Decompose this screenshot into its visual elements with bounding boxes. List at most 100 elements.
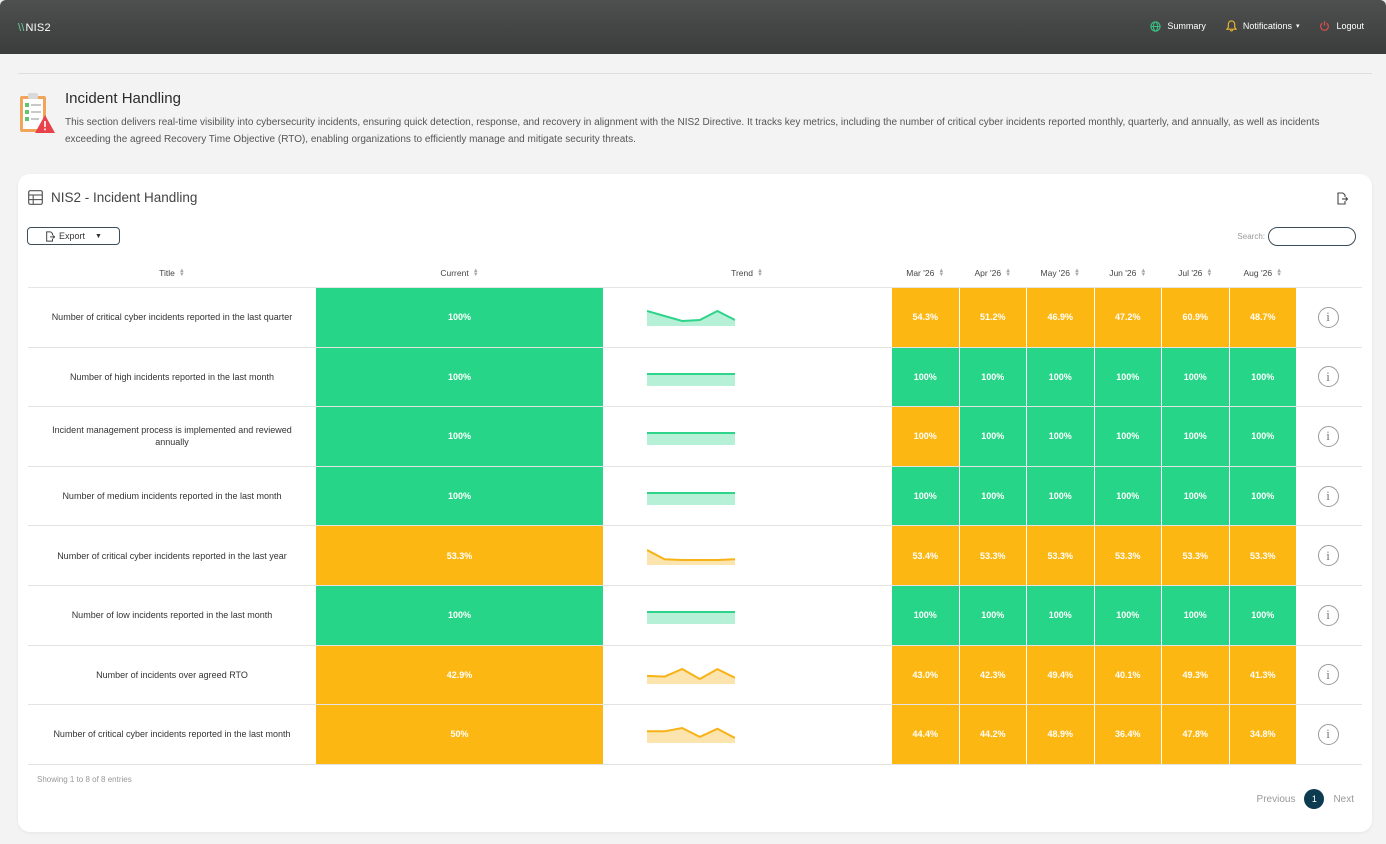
month-value: 100% xyxy=(1094,407,1161,466)
col-month-label: Aug '26 xyxy=(1243,268,1273,278)
col-current[interactable]: Current ▲ ▼ xyxy=(316,258,603,288)
trend-cell xyxy=(603,288,891,347)
month-value: 100% xyxy=(1162,347,1229,407)
trend-sparkline xyxy=(647,432,735,446)
month-value: 100% xyxy=(892,466,959,526)
month-value: 34.8% xyxy=(1229,705,1296,764)
brand-slashes: \\ xyxy=(18,22,25,34)
sort-icon: ▲ ▼ xyxy=(472,268,479,278)
next-button[interactable]: Next xyxy=(1333,793,1354,805)
info-icon[interactable]: i xyxy=(1317,664,1339,686)
info-icon[interactable]: i xyxy=(1317,366,1339,388)
trend-sparkline xyxy=(647,310,735,327)
caret-down-icon: ▼ xyxy=(95,232,102,240)
col-month[interactable]: May '26 ▲ ▼ xyxy=(1027,258,1094,288)
trend-line xyxy=(647,310,735,323)
month-value: 53.3% xyxy=(959,526,1026,585)
info-icon[interactable]: i xyxy=(1317,545,1339,567)
divider xyxy=(18,73,1372,74)
info-cell: i xyxy=(1294,586,1362,645)
info-icon[interactable]: i xyxy=(1317,306,1339,328)
table-row: Incident management process is implement… xyxy=(28,407,1362,467)
trend-area xyxy=(647,373,735,386)
sort-icon: ▲ ▼ xyxy=(178,268,185,278)
month-value: 100% xyxy=(1162,466,1229,526)
trend-cell xyxy=(603,407,891,466)
previous-button[interactable]: Previous xyxy=(1256,793,1296,805)
trend-area xyxy=(647,668,735,684)
incident-table: Title ▲ ▼ Current ▲ ▼ Trend ▲ ▼ Mar '26 ▲ ▼ Apr '… xyxy=(28,258,1362,765)
col-month[interactable]: Aug '26 ▲ ▼ xyxy=(1230,258,1297,288)
month-value: 100% xyxy=(959,407,1026,466)
current-value: 42.9% xyxy=(316,645,603,705)
month-value: 60.9% xyxy=(1162,288,1229,347)
info-icon[interactable]: i xyxy=(1317,485,1339,507)
section-description: This section delivers real-time visibili… xyxy=(65,117,1320,145)
col-month[interactable]: Jun '26 ▲ ▼ xyxy=(1095,258,1162,288)
info-cell: i xyxy=(1294,646,1362,705)
top-nav: Summary Notifications ▾ Logout xyxy=(1150,20,1364,32)
page-1-button[interactable]: 1 xyxy=(1304,789,1325,809)
month-value: 40.1% xyxy=(1094,645,1161,705)
trend-sparkline xyxy=(647,492,735,506)
month-value: 47.2% xyxy=(1094,288,1161,347)
nav-summary[interactable]: Summary xyxy=(1150,20,1206,32)
trend-cell xyxy=(603,586,891,645)
month-value: 100% xyxy=(892,347,959,407)
month-value: 100% xyxy=(1229,466,1296,526)
month-value: 100% xyxy=(1229,407,1296,466)
table-row: Number of high incidents reported in the… xyxy=(28,347,1362,408)
table-row: Number of incidents over agreed RTO 42.9%… xyxy=(28,645,1362,706)
month-value: 100% xyxy=(892,407,959,466)
power-icon xyxy=(1320,21,1330,31)
info-icon[interactable]: i xyxy=(1317,723,1339,745)
col-trend[interactable]: Trend ▲ ▼ xyxy=(603,258,891,288)
col-title[interactable]: Title ▲ ▼ xyxy=(28,258,316,288)
export-file-icon[interactable] xyxy=(1336,192,1348,205)
nav-notifications-label: Notifications xyxy=(1242,21,1292,31)
checklist-alert-icon xyxy=(20,93,55,133)
table-row: Number of critical cyber incidents repor… xyxy=(28,705,1362,765)
sort-icon: ▲ ▼ xyxy=(1276,268,1283,278)
brand-name: NIS2 xyxy=(25,22,51,34)
info-cell: i xyxy=(1294,407,1362,466)
col-month[interactable]: Apr '26 ▲ ▼ xyxy=(960,258,1027,288)
info-icon[interactable]: i xyxy=(1317,425,1339,447)
col-month[interactable]: Jul '26 ▲ ▼ xyxy=(1162,258,1229,288)
current-value: 100% xyxy=(316,585,603,645)
sort-icon: ▲ ▼ xyxy=(1140,268,1147,278)
incident-card: NIS2 - Incident Handling Export ▼ Search… xyxy=(18,174,1372,832)
month-value: 100% xyxy=(959,466,1026,526)
month-value: 100% xyxy=(892,585,959,645)
info-icon[interactable]: i xyxy=(1317,604,1339,626)
trend-cell xyxy=(603,467,891,526)
trend-sparkline xyxy=(647,727,735,744)
export-button[interactable]: Export ▼ xyxy=(27,227,120,245)
row-title: Number of critical cyber incidents repor… xyxy=(57,550,287,561)
table-row: Number of medium incidents reported in t… xyxy=(28,466,1362,527)
trend-cell xyxy=(603,705,891,764)
trend-area xyxy=(647,612,735,625)
row-title: Number of critical cyber incidents repor… xyxy=(51,312,293,323)
nav-logout[interactable]: Logout xyxy=(1319,20,1364,32)
app-brand[interactable]: \\NIS2 xyxy=(18,22,51,34)
bell-icon xyxy=(1225,20,1237,32)
current-value: 100% xyxy=(316,407,603,466)
month-value: 100% xyxy=(1162,585,1229,645)
trend-sparkline xyxy=(647,667,735,684)
month-value: 48.9% xyxy=(1027,705,1094,764)
current-value: 53.3% xyxy=(316,526,603,585)
month-value: 49.3% xyxy=(1162,645,1229,705)
month-value: 100% xyxy=(959,585,1026,645)
col-month-label: May '26 xyxy=(1040,268,1071,278)
search-input[interactable] xyxy=(1268,227,1356,246)
trend-line xyxy=(647,548,735,561)
month-value: 100% xyxy=(1229,347,1296,407)
card-title: NIS2 - Incident Handling xyxy=(51,190,198,205)
row-title: Incident management process is implement… xyxy=(52,425,292,448)
nav-notifications[interactable]: Notifications ▾ xyxy=(1225,20,1299,32)
col-month[interactable]: Mar '26 ▲ ▼ xyxy=(892,258,959,288)
month-value: 51.2% xyxy=(959,288,1026,347)
export-file-icon xyxy=(46,230,56,242)
table-row: Number of low incidents reported in the … xyxy=(28,585,1362,646)
